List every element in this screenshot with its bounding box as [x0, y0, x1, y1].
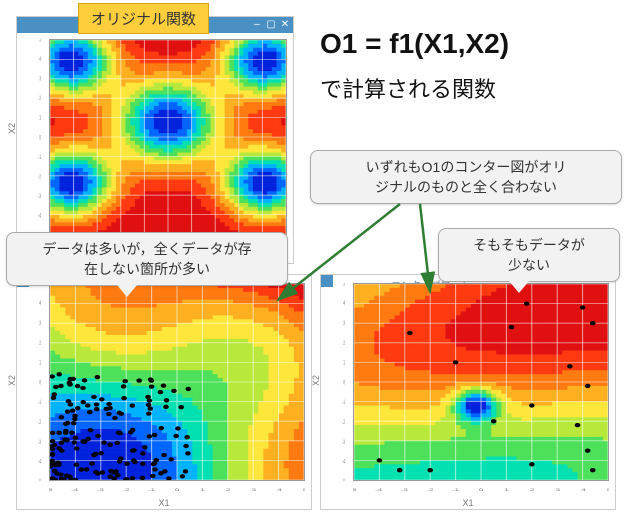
y-axis-label: X2 [311, 375, 321, 386]
callout-sparse-data: そもそもデータが 少ない [438, 228, 620, 282]
svg-text:1: 1 [39, 115, 41, 123]
window-close-icon[interactable]: ✕ [279, 19, 291, 31]
svg-text:-2: -2 [38, 174, 41, 182]
contour-panel-original: – ▢ ✕ -5-4-3-2-1012345 -5-4-3-2-1012345 … [16, 16, 294, 264]
equation-text: O1 = f1(X1,X2) [320, 28, 509, 60]
plot-area [353, 283, 609, 481]
x-axis-label: X1 [158, 498, 169, 508]
svg-text:5: 5 [39, 39, 41, 44]
contour-panel-sparse-data: コンタープロット -5-4-3-2-1012345 -5-4-3-2-10123… [320, 274, 616, 510]
svg-text:-4: -4 [38, 213, 41, 221]
svg-text:-3: -3 [38, 193, 41, 201]
contour-panel-dense-data: -5-4-3-2-1012345 -5-4-3-2-1012345 X2 X1 [16, 274, 312, 510]
svg-text:2: 2 [39, 95, 41, 103]
callout-text: データは多いが，全くデータが存 在しない箇所が多い [42, 241, 251, 277]
x-axis-ticks: -5-4-3-2-1012345 [353, 483, 609, 495]
y-axis-ticks: -5-4-3-2-1012345 [19, 39, 45, 235]
original-function-tag: オリジナル関数 [78, 3, 209, 34]
svg-text:3: 3 [39, 76, 41, 84]
plot-area [49, 283, 305, 481]
contour-svg [50, 40, 286, 234]
window-maximize-icon[interactable]: ▢ [265, 19, 277, 31]
callout-mismatch: いずれもO1のコンター図がオリ ジナルのものと全く合わない [310, 150, 622, 204]
y-axis-ticks: -5-4-3-2-1012345 [323, 283, 349, 481]
equation-subtext: で計算される関数 [320, 72, 496, 104]
plot-area [49, 39, 287, 235]
x-axis-ticks: -5-4-3-2-1012345 [49, 483, 305, 495]
svg-text:4: 4 [39, 56, 41, 64]
svg-text:-1: -1 [38, 154, 41, 162]
callout-text: いずれもO1のコンター図がオリ ジナルのものと全く合わない [366, 159, 567, 195]
svg-text:0: 0 [39, 134, 41, 142]
x-axis-label: X1 [462, 498, 473, 508]
y-axis-ticks: -5-4-3-2-1012345 [19, 283, 45, 481]
contour-svg [50, 284, 304, 480]
callout-text: そもそもデータが 少ない [473, 237, 585, 273]
window-minimize-icon[interactable]: – [251, 19, 263, 31]
contour-svg [354, 284, 608, 480]
infographic-stage: – ▢ ✕ -5-4-3-2-1012345 -5-4-3-2-1012345 … [0, 0, 627, 515]
callout-dense-data: データは多いが，全くデータが存 在しない箇所が多い [6, 232, 288, 286]
y-axis-label: X2 [7, 123, 17, 134]
y-axis-label: X2 [7, 375, 17, 386]
